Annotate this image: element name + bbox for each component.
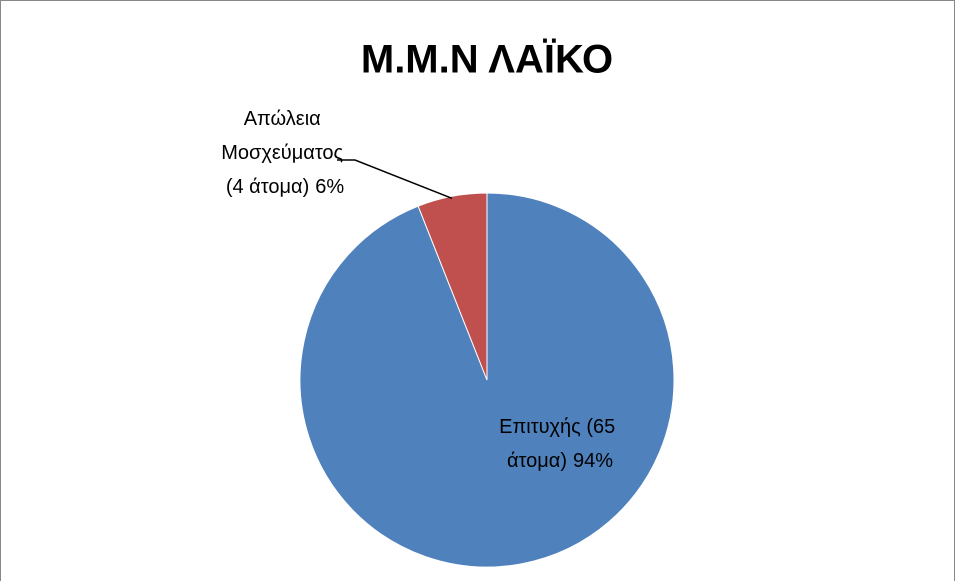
- pie-slice: [417, 192, 488, 381]
- value-label: 6%: [315, 176, 344, 198]
- category-label: Απώλεια Μοσχεύματος (4 άτομα): [221, 108, 349, 198]
- chart-title: Μ.Μ.Ν ΛΑΪΚΟ: [361, 38, 613, 82]
- category-label: Επιτυχής (65 άτομα): [499, 416, 621, 472]
- label-line: Επιτυχής (65: [499, 416, 621, 438]
- label-line: (4 άτομα): [226, 176, 309, 198]
- data-label: Επιτυχής (65 άτομα) 94%: [499, 416, 621, 472]
- label-line: Απώλεια: [244, 108, 327, 130]
- label-line: Μοσχεύματος: [221, 142, 349, 164]
- value-label: 94%: [573, 450, 613, 472]
- label-line: άτομα): [507, 450, 567, 472]
- data-label: Απώλεια Μοσχεύματος (4 άτομα) 6%: [221, 108, 349, 198]
- leader-line: [337, 159, 453, 200]
